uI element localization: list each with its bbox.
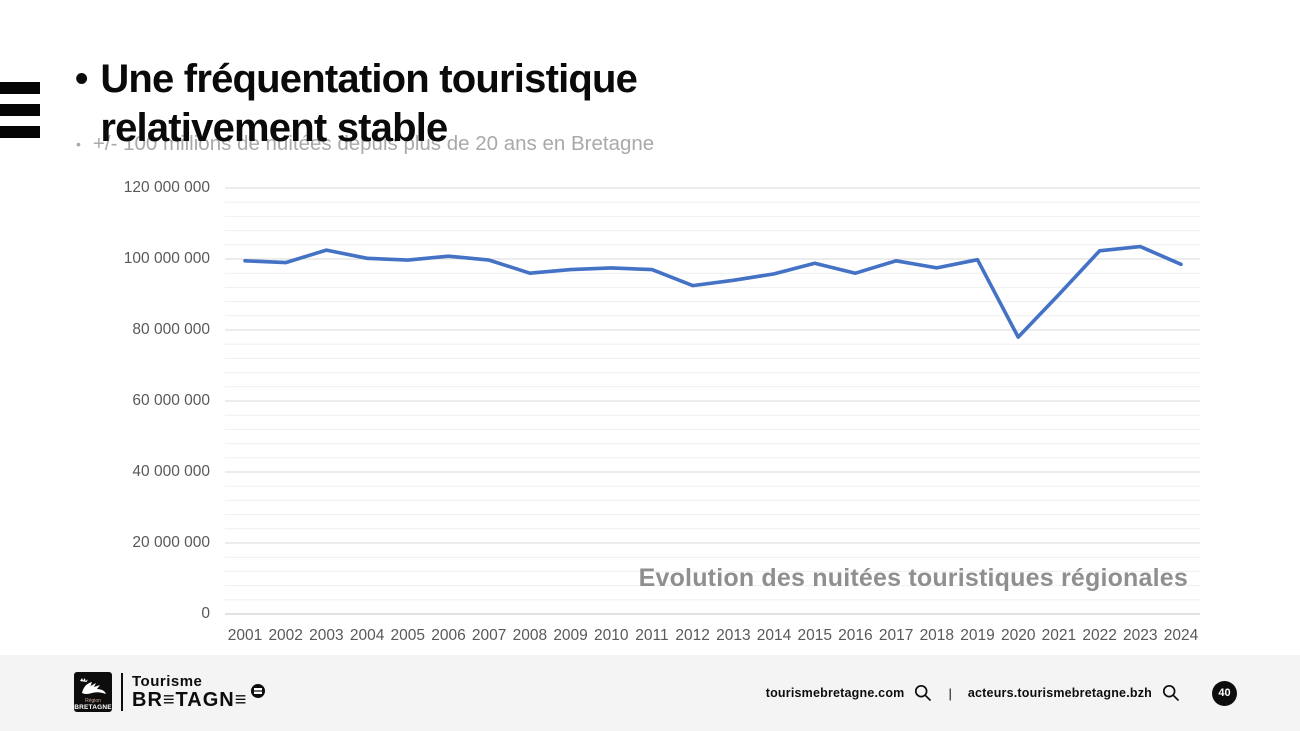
logo-separator [121,673,123,711]
wordmark-line2: BR≡TAGN≡ [132,688,248,711]
y-axis-tick-label: 60 000 000 [132,392,210,409]
menu-bar [0,104,40,116]
x-axis-tick-label: 2008 [512,627,548,644]
y-axis-tick-label: 20 000 000 [132,534,210,551]
bzh-badge-icon [251,683,266,698]
x-axis-tick-label: 2007 [471,627,507,644]
x-axis-tick-label: 2021 [1041,627,1077,644]
region-bretagne-logo: Région BRETAGNE [74,672,112,712]
x-axis-tick-label: 2002 [268,627,303,644]
site-link-acteurs[interactable]: acteurs.tourismebretagne.bzh [967,686,1152,700]
x-axis-tick-label: 2023 [1123,627,1158,644]
search-icon[interactable] [914,684,932,702]
y-axis-tick-label: 40 000 000 [132,463,210,480]
x-axis-tick-label: 2016 [838,627,873,644]
subtitle-text: +/- 100 millions de nuitées depuis plus … [92,132,655,155]
slide-title: • Une fréquentation touristique relative… [75,55,728,153]
title-bullet: • [75,58,89,100]
search-icon[interactable] [1162,684,1180,702]
region-logo-line1: Région [85,698,101,704]
y-axis-tick-label: 0 [201,605,210,622]
x-axis-tick-label: 2018 [919,627,955,644]
y-axis-tick-label: 120 000 000 [123,179,210,196]
footer: Région BRETAGNE Tourisme BR≡TAGN≡ touris… [0,655,1300,731]
footer-links: tourismebretagne.com | acteurs.tourismeb… [766,655,1237,731]
x-axis-tick-label: 2004 [349,627,385,644]
title-text: Une fréquentation touristique relativeme… [100,57,638,150]
brand-logo[interactable]: Région BRETAGNE Tourisme BR≡TAGN≡ [74,672,266,712]
ermine-icon [80,678,106,694]
x-axis-tick-label: 2012 [675,627,710,644]
page-number-badge: 40 [1212,680,1237,706]
menu-icon[interactable] [0,82,40,148]
x-axis-tick-label: 2014 [756,627,792,644]
y-axis-tick-label: 80 000 000 [132,321,210,338]
x-axis-tick-label: 2003 [309,627,344,644]
x-axis-tick-label: 2009 [553,627,588,644]
region-logo-line2: BRETAGNE [74,704,112,711]
x-axis-tick-label: 2020 [1000,627,1036,644]
x-axis-tick-label: 2022 [1082,627,1117,644]
x-axis-tick-label: 2019 [960,627,995,644]
x-axis-tick-label: 2001 [227,627,263,644]
x-axis-tick-label: 2024 [1163,627,1199,644]
tourisme-bretagne-wordmark: Tourisme BR≡TAGN≡ [132,672,266,711]
x-axis-tick-label: 2011 [635,627,669,644]
x-axis-tick-label: 2017 [878,627,914,644]
wordmark-line1: Tourisme [132,672,203,690]
x-axis-tick-label: 2013 [716,627,751,644]
chart-title: Evolution des nuitées touristiques régio… [638,564,1188,592]
separator-pipe: | [948,685,952,701]
menu-bar [0,126,40,138]
menu-bar [0,82,40,94]
subtitle-bullet: • [76,136,81,152]
site-link-tourismebretagne[interactable]: tourismebretagne.com [765,686,905,700]
x-axis-tick-label: 2006 [431,627,466,644]
x-axis-tick-label: 2015 [797,627,832,644]
y-axis-tick-label: 100 000 000 [123,250,210,267]
x-axis-tick-label: 2005 [390,627,426,644]
slide-subtitle: • +/- 100 millions de nuitées depuis plu… [76,131,654,157]
x-axis-tick-label: 2010 [594,627,629,644]
